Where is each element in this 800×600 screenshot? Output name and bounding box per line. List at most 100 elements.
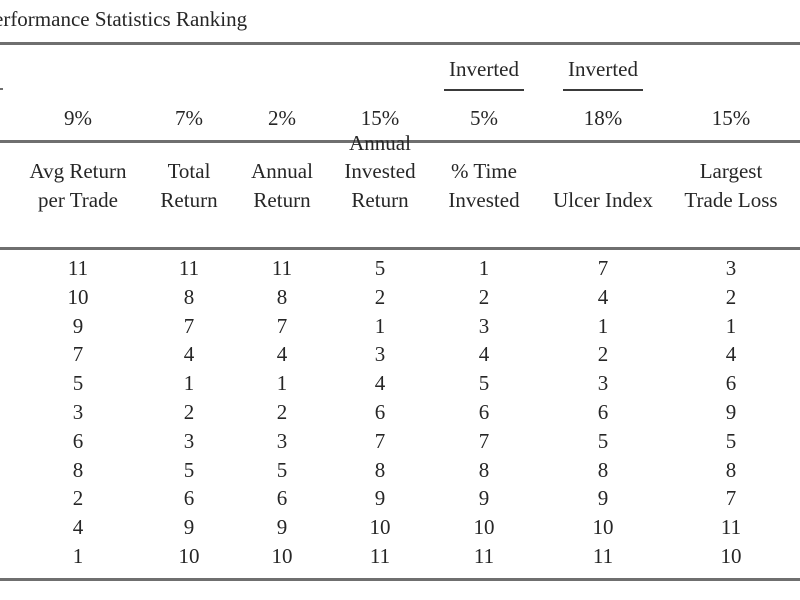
table-cell: 1: [725, 313, 737, 338]
table-cell: 7: [374, 428, 386, 453]
column-header-line: Ulcer Index: [553, 187, 653, 212]
column-header: Avg Return per Trade: [18, 157, 138, 214]
table-cell: 6: [478, 400, 490, 424]
weight-value: 7%: [175, 106, 203, 130]
column-header-line: Annual: [349, 130, 411, 155]
table-cell: 4: [276, 342, 288, 367]
table-cell: 1: [597, 313, 609, 338]
table-cell: 9: [478, 486, 490, 511]
table-cell: 8: [725, 457, 737, 482]
column-header-line: Trade Loss: [684, 187, 778, 212]
table-cell: 3: [725, 256, 737, 280]
body-rule: [0, 247, 800, 250]
column-header-line: Invested: [448, 187, 520, 212]
table-cell: 5: [725, 428, 737, 453]
column-header: Total Return: [144, 157, 234, 214]
table-cell: 3: [276, 428, 288, 453]
table-cell: 6: [374, 400, 386, 424]
group-header-inverted: Inverted: [449, 57, 519, 81]
weight-value: 18%: [583, 106, 623, 130]
weight-value: 15%: [360, 106, 400, 130]
column-header: Largest Trade Loss: [671, 157, 791, 214]
table-cell: 11: [178, 256, 200, 280]
table-cell: 2: [478, 284, 490, 309]
weight-value: 15%: [711, 106, 751, 130]
table-cell: 9: [276, 515, 288, 540]
table-cell: 5: [72, 371, 84, 396]
table-cell: 7: [72, 342, 84, 367]
column-header-line: Annual: [251, 159, 313, 183]
table-cell: 9: [72, 313, 84, 338]
column-header-line: Total: [167, 159, 211, 183]
table-cell: 4: [478, 342, 490, 367]
table-cell: 4: [183, 342, 195, 367]
table-cell: 9: [183, 515, 195, 540]
table-cell: 5: [478, 371, 490, 396]
table-cell: 1: [276, 371, 288, 396]
table-cell: 2: [374, 284, 386, 309]
table-cell: 2: [725, 284, 737, 309]
table-cell: 1: [478, 256, 490, 280]
bottom-rule: [0, 578, 800, 581]
table-cell: 7: [276, 313, 288, 338]
column-header-line: Return: [253, 187, 311, 212]
table-cell: 10: [592, 515, 614, 540]
column-header: Ulcer Index: [533, 186, 673, 215]
table-cell: 8: [478, 457, 490, 482]
table-cell: 4: [374, 371, 386, 396]
group-header-inverted: Inverted: [568, 57, 638, 81]
table-cell: 3: [72, 400, 84, 424]
table-cell: 11: [473, 544, 495, 568]
table-cell: 3: [478, 313, 490, 338]
table-cell: 5: [276, 457, 288, 482]
weight-value: 2%: [268, 106, 296, 130]
column-header: Annual Invested Return: [332, 129, 428, 215]
column-header: % Time Invested: [436, 157, 532, 214]
column-header-line: Return: [160, 187, 218, 212]
table-cell: 6: [183, 486, 195, 511]
table-cell: 2: [597, 342, 609, 367]
column-header-line: Return: [351, 187, 409, 212]
top-rule: [0, 42, 800, 45]
column-header-line: per Trade: [38, 187, 118, 212]
table-cell: 10: [178, 544, 200, 568]
column-header-line: Largest: [699, 159, 763, 183]
group-header-underline: [444, 89, 524, 91]
table-cell: 3: [597, 371, 609, 396]
table-cell: 8: [72, 457, 84, 482]
table-cell: 6: [72, 428, 84, 453]
table-cell: 9: [725, 400, 737, 424]
weight-value: 5%: [470, 106, 498, 130]
table-cell: 10: [720, 544, 742, 568]
table-cell: 2: [72, 486, 84, 511]
table-cell: 7: [478, 428, 490, 453]
table-cell: 7: [183, 313, 195, 338]
table-cell: 3: [183, 428, 195, 453]
table-cell: 9: [597, 486, 609, 511]
table-cell: 8: [374, 457, 386, 482]
header-rule: [0, 140, 800, 143]
table-cell: 10: [473, 515, 495, 540]
table-cell: 6: [276, 486, 288, 511]
cut-off-rule-stub: [0, 88, 3, 90]
table-cell: 11: [67, 256, 89, 280]
table-cell: 8: [597, 457, 609, 482]
table-cell: 11: [369, 544, 391, 568]
table-cell: 6: [725, 371, 737, 396]
table-cell: 4: [725, 342, 737, 367]
table-cell: 5: [374, 256, 386, 280]
table-cell: 5: [183, 457, 195, 482]
column-header: Annual Return: [237, 157, 327, 214]
table-cell: 10: [271, 544, 293, 568]
table-cell: 6: [597, 400, 609, 424]
table-cell: 11: [271, 256, 293, 280]
table-cell: 7: [597, 256, 609, 280]
group-header-underline: [563, 89, 643, 91]
table-cell: 7: [725, 486, 737, 511]
table-cell: 5: [597, 428, 609, 453]
table-cell: 1: [183, 371, 195, 396]
table-cell: 11: [720, 515, 742, 540]
table-cell: 8: [276, 284, 288, 309]
table-cell: 10: [369, 515, 391, 540]
table-title: erformance Statistics Ranking: [0, 7, 248, 31]
